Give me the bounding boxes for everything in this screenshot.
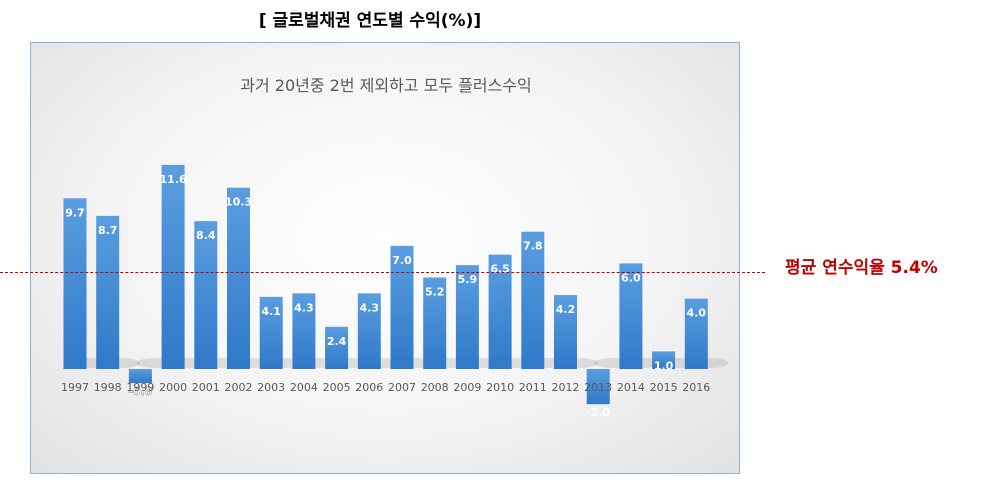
x-tick-label: 2011 xyxy=(519,381,547,394)
bar-value-label: 9.7 xyxy=(65,206,85,219)
x-tick-label: 2005 xyxy=(323,381,351,394)
bar-value-label: 4.1 xyxy=(261,305,281,318)
bar xyxy=(357,293,381,369)
bar xyxy=(619,263,643,369)
bar-value-label: 4.0 xyxy=(687,307,707,320)
average-line xyxy=(0,272,765,273)
x-tick-label: 2009 xyxy=(453,381,481,394)
bar-value-label: -0.8 xyxy=(128,385,152,398)
x-tick-label: 2012 xyxy=(552,381,580,394)
page-heading: [ 글로벌채권 연도별 수익(%)] xyxy=(258,11,482,31)
bar xyxy=(128,369,152,384)
bar xyxy=(194,221,218,369)
bar xyxy=(259,296,283,369)
chart-frame: 과거 20년중 2번 제외하고 모두 플러스수익 9.7 1997 8.7 1998-… xyxy=(30,42,740,474)
bar-value-label: 11.6 xyxy=(160,173,187,186)
x-tick-label: 2001 xyxy=(192,381,220,394)
bar-value-label: 2.4 xyxy=(327,335,347,348)
bar-value-label: 10.3 xyxy=(225,196,252,209)
bar-value-label: 4.3 xyxy=(294,301,314,314)
bar xyxy=(292,293,316,369)
bar-value-label: 8.7 xyxy=(98,224,118,237)
x-tick-label: 2004 xyxy=(290,381,318,394)
bar-value-label: 5.2 xyxy=(425,285,445,298)
x-tick-label: 1997 xyxy=(61,381,89,394)
bar xyxy=(554,295,577,369)
bar xyxy=(684,298,708,369)
bar-value-label: 6.0 xyxy=(621,271,641,284)
bar-value-label: 6.5 xyxy=(490,263,510,276)
x-tick-label: 2013 xyxy=(584,381,612,394)
x-tick-label: 2000 xyxy=(159,381,187,394)
x-tick-label: 2014 xyxy=(617,381,645,394)
bar xyxy=(161,164,185,369)
bar xyxy=(227,187,250,369)
x-tick-label: 2003 xyxy=(257,381,285,394)
bar-value-label: 1.0 xyxy=(654,359,674,372)
bar xyxy=(521,231,545,369)
x-tick-label: 2015 xyxy=(650,381,678,394)
bar xyxy=(455,265,479,369)
bar-value-label: 4.3 xyxy=(360,301,380,314)
x-tick-label: 2010 xyxy=(486,381,514,394)
chart-title: 과거 20년중 2번 제외하고 모두 플러스수익 xyxy=(240,76,532,95)
x-tick-label: 2007 xyxy=(388,381,416,394)
bar-value-label: 4.2 xyxy=(556,303,576,316)
x-tick-label: 1998 xyxy=(94,381,122,394)
bar xyxy=(325,326,349,369)
bar xyxy=(488,254,512,369)
bar xyxy=(390,245,414,369)
bar xyxy=(652,351,676,369)
bar-value-label: -2.0 xyxy=(586,406,610,419)
bar xyxy=(96,215,120,369)
bar-value-label: 8.4 xyxy=(196,229,216,242)
bar xyxy=(586,369,610,405)
average-label: 평균 연수익율 5.4% xyxy=(785,258,938,278)
bar-value-label: 7.0 xyxy=(392,254,412,267)
x-tick-label: 1999 xyxy=(126,381,154,394)
bar xyxy=(63,198,87,369)
bar-value-label: 7.8 xyxy=(523,240,543,253)
bar-chart: 과거 20년중 2번 제외하고 모두 플러스수익 9.719978.71998-… xyxy=(61,76,729,419)
x-tick-label: 2006 xyxy=(355,381,383,394)
bar-value-label: 5.9 xyxy=(458,273,478,286)
x-tick-label: 2002 xyxy=(225,381,253,394)
x-tick-label: 2016 xyxy=(682,381,710,394)
x-tick-label: 2008 xyxy=(421,381,449,394)
bar xyxy=(423,277,447,369)
